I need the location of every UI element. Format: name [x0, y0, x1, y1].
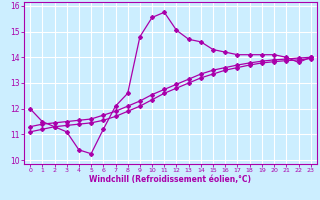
X-axis label: Windchill (Refroidissement éolien,°C): Windchill (Refroidissement éolien,°C): [89, 175, 252, 184]
